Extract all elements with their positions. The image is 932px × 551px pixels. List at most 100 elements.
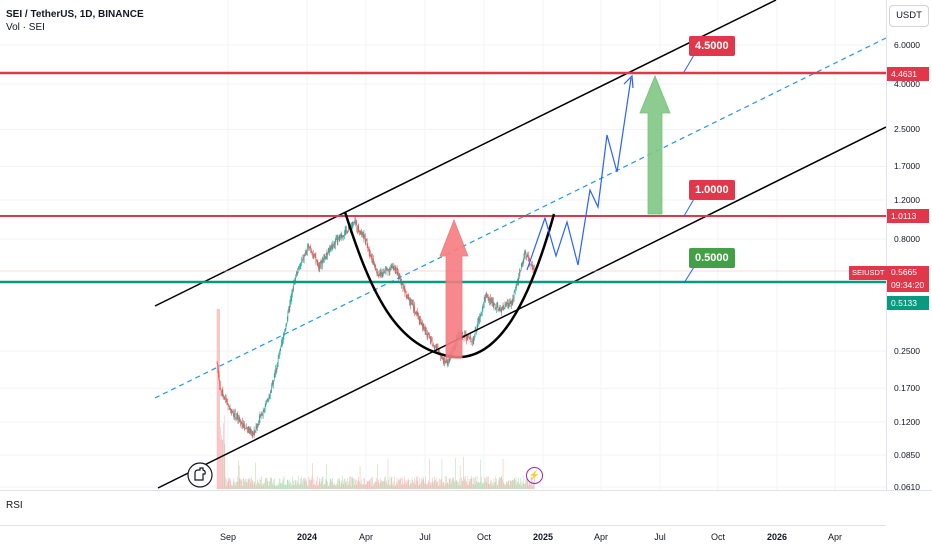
candle-body [329, 248, 330, 253]
candle-body [373, 259, 374, 264]
candle-body [364, 234, 365, 237]
price-scale[interactable] [886, 0, 932, 490]
tradingview-logo-icon[interactable] [187, 462, 213, 488]
candle-body [392, 265, 394, 270]
candle-body [353, 222, 354, 223]
volume-bar [241, 480, 242, 489]
volume-bar [337, 479, 338, 489]
target-badge-mid[interactable]: 1.0000 [689, 180, 735, 200]
volume-bar [361, 479, 362, 489]
candle-body [496, 306, 498, 308]
candle-body [382, 273, 384, 275]
volume-bar [498, 478, 500, 489]
candle-body [379, 273, 381, 275]
candle-body [235, 417, 237, 419]
candle-body [253, 429, 255, 434]
volume-bar [421, 481, 423, 489]
candle-body [388, 269, 389, 272]
target-badge-low[interactable]: 0.5000 [689, 248, 735, 268]
candle-body [437, 347, 438, 348]
volume-bar [262, 483, 263, 489]
candle-body [366, 238, 367, 242]
candle-body [227, 405, 229, 406]
chart-canvas[interactable] [0, 0, 886, 490]
volume-bar [468, 484, 469, 489]
volume-bar [240, 478, 241, 489]
volume-bar [352, 478, 354, 489]
volume-bar [360, 483, 361, 489]
candle-body [251, 432, 253, 435]
volume-bar [316, 476, 318, 489]
volume-bar [488, 476, 489, 489]
volume-bar [229, 478, 230, 489]
volume-bar [427, 483, 428, 489]
currency-button[interactable]: USDT [889, 5, 929, 27]
volume-indicator-label[interactable]: Vol · SEI [6, 22, 45, 33]
volume-bar [527, 480, 528, 489]
volume-bar [325, 463, 327, 489]
candle-body [231, 409, 232, 414]
volume-bar [286, 479, 288, 489]
candle-body [361, 231, 362, 235]
candle-body [308, 245, 309, 250]
candle-body [528, 259, 530, 261]
candle-body [403, 287, 404, 289]
candle-body [273, 380, 274, 384]
target-badge-upper[interactable]: 4.5000 [689, 36, 735, 56]
volume-bar [268, 485, 269, 489]
candle-body [383, 270, 385, 273]
volume-bar [224, 443, 226, 489]
volume-bar [370, 485, 372, 489]
volume-bar [520, 485, 522, 489]
time-axis[interactable]: Sep 2024 Apr Jul Oct 2025 Apr Jul Oct 2026 Apr [0, 525, 886, 551]
candle-body [467, 335, 469, 338]
volume-bar [392, 483, 393, 489]
candle-body [514, 290, 515, 292]
candle-body [311, 249, 312, 252]
rsi-indicator-label[interactable]: RSI [6, 500, 23, 511]
candle-body [327, 254, 328, 256]
candle-body [480, 314, 481, 318]
price-tick: 2.5000 [894, 124, 920, 135]
symbol-title[interactable]: SEI / TetherUS, 1D, BINANCE [6, 9, 144, 20]
volume-bar [446, 482, 448, 489]
volume-bar [457, 482, 459, 489]
candle-body [485, 294, 486, 301]
candle-body [275, 369, 276, 374]
candle-body [448, 356, 450, 362]
pane-separator[interactable] [0, 490, 932, 491]
volume-bar [415, 479, 417, 489]
candle-body [240, 420, 241, 423]
candle-body [216, 363, 218, 365]
candle-body [474, 330, 476, 337]
candle-body [324, 257, 326, 259]
candle-body [229, 406, 230, 410]
projection-path [526, 77, 632, 271]
candle-body [348, 228, 349, 232]
volume-bar [271, 478, 272, 489]
candle-body [357, 226, 359, 230]
volume-bar [428, 480, 429, 489]
volume-bar [483, 482, 485, 489]
candle-body [226, 399, 228, 404]
lightning-icon[interactable]: ⚡ [526, 467, 543, 484]
candle-body [253, 433, 254, 435]
candle-body [465, 333, 466, 335]
candle-body [230, 408, 231, 414]
volume-bar [233, 481, 234, 489]
candle-body [436, 347, 437, 349]
candle-body [502, 306, 504, 309]
volume-bar [462, 480, 463, 489]
volume-bar [509, 480, 511, 489]
volume-bar [243, 477, 244, 489]
volume-bar [498, 480, 499, 489]
candle-body [264, 405, 266, 409]
candle-body [396, 269, 397, 271]
volume-bar [344, 478, 345, 489]
volume-bar [335, 484, 336, 489]
price-chart[interactable] [0, 0, 886, 490]
volume-bar [455, 458, 456, 489]
candle-body [265, 402, 267, 406]
candle-body [299, 265, 300, 267]
volume-bar [413, 481, 415, 489]
